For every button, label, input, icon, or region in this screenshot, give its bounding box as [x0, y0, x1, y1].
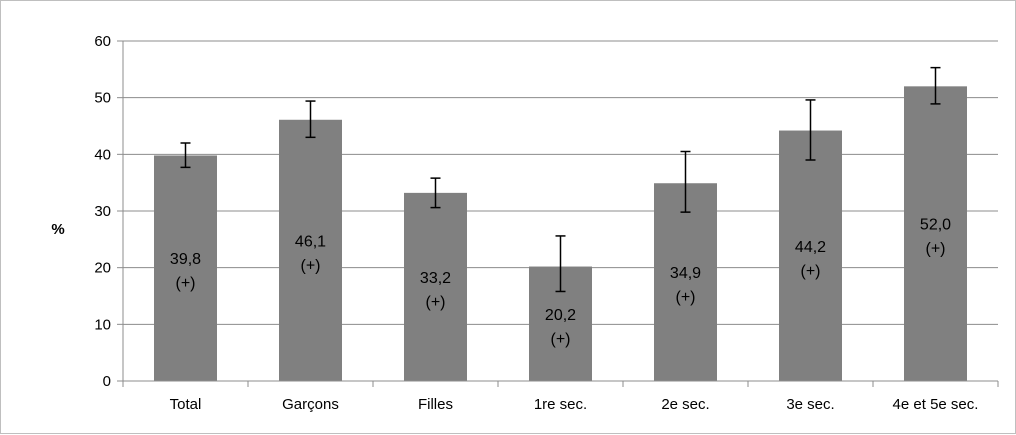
error-bars — [180, 66, 941, 293]
x-tick-label: 3e sec. — [786, 396, 834, 413]
x-tick-label: 4e et 5e sec. — [893, 396, 979, 413]
data-label-flag: (+) — [551, 331, 571, 348]
y-tick-label: 30 — [94, 203, 111, 220]
data-labels: 39,8 (+) 46,1 (+) 33,2 (+) 20,2 (+) 34,9 (+) 44,2 (… — [170, 217, 951, 348]
bar — [779, 130, 842, 381]
data-label-value: 46,1 — [295, 233, 326, 250]
x-tick-label: Filles — [418, 396, 453, 413]
data-label-value: 39,8 — [170, 251, 201, 268]
data-label-flag: (+) — [176, 275, 196, 292]
y-tick-label: 0 — [103, 373, 111, 390]
y-tick-label: 40 — [94, 146, 111, 163]
data-label-value: 34,9 — [670, 265, 701, 282]
y-tick-label: 60 — [94, 33, 111, 50]
axes — [117, 40, 999, 387]
x-tick-label: Total — [170, 396, 202, 413]
data-label-flag: (+) — [426, 294, 446, 311]
x-tick-label: 1re sec. — [534, 396, 587, 413]
y-axis-label: % — [51, 221, 64, 238]
bar — [154, 155, 217, 381]
data-label-value: 33,2 — [420, 270, 451, 287]
y-tick-label: 10 — [94, 316, 111, 333]
x-tick-label: Garçons — [282, 396, 339, 413]
data-label-flag: (+) — [676, 289, 696, 306]
bar — [654, 183, 717, 381]
y-tick-label: 20 — [94, 260, 111, 277]
y-tick-label: 50 — [94, 90, 111, 107]
x-tick-labels: Total Garçons Filles 1re sec. 2e sec. 3e sec.… — [170, 396, 979, 413]
bar — [904, 86, 967, 381]
data-label-value: 52,0 — [920, 217, 951, 234]
y-tick-labels: 0 10 20 30 40 50 60 — [94, 33, 111, 390]
x-tick-label: 2e sec. — [661, 396, 709, 413]
bars — [154, 86, 967, 382]
data-label-value: 20,2 — [545, 307, 576, 324]
bar — [279, 119, 342, 382]
data-label-flag: (+) — [801, 263, 821, 280]
data-label-flag: (+) — [926, 241, 946, 258]
grid-lines — [123, 40, 998, 325]
bar — [404, 192, 467, 381]
data-label-flag: (+) — [301, 257, 321, 274]
data-label-value: 44,2 — [795, 239, 826, 256]
